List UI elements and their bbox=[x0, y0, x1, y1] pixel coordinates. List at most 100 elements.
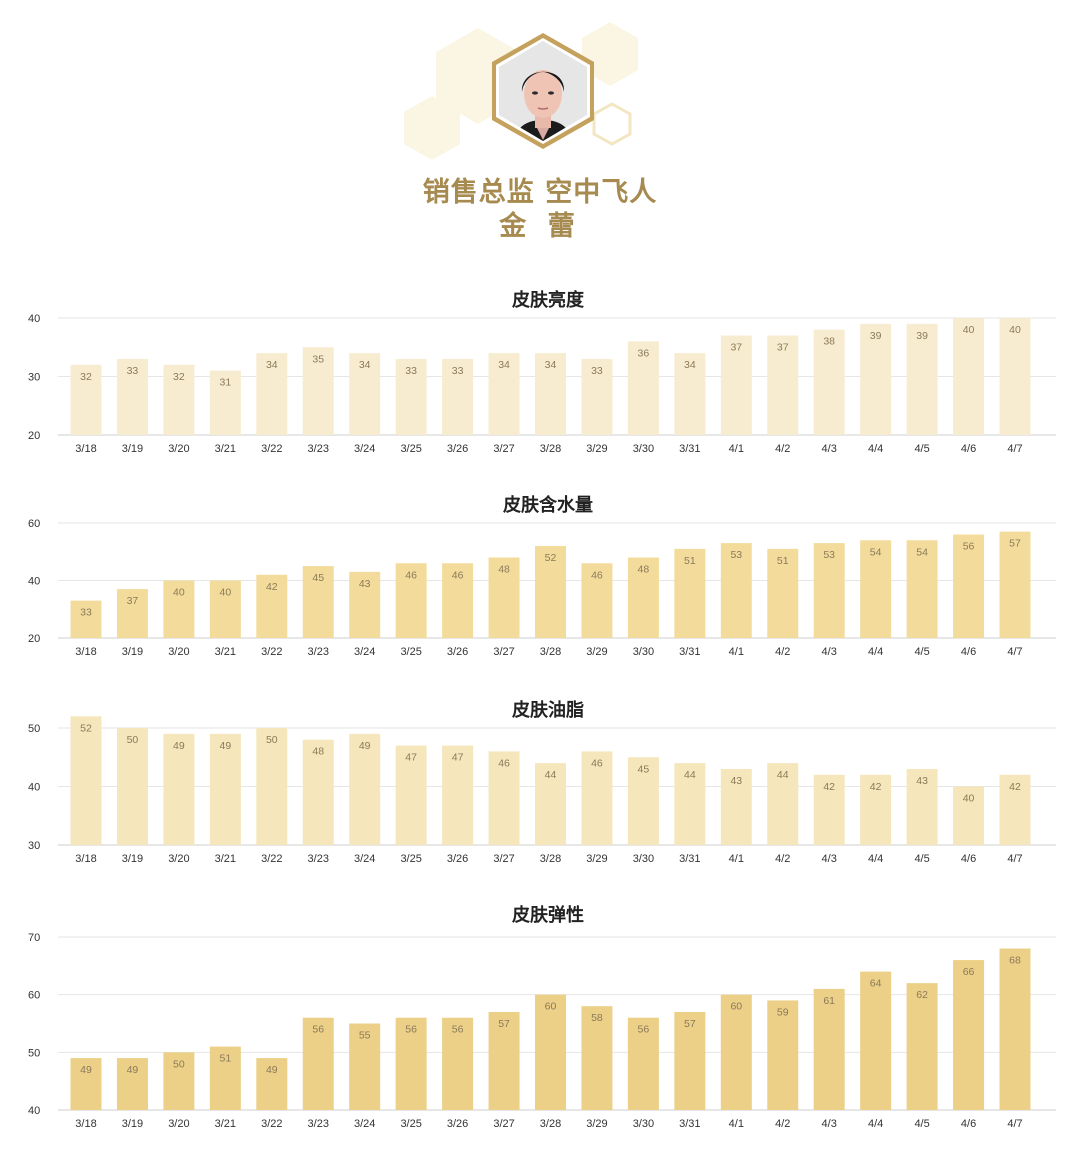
bar bbox=[442, 1017, 474, 1110]
x-tick-label: 3/21 bbox=[215, 1118, 236, 1130]
bar bbox=[953, 534, 985, 638]
data-label: 44 bbox=[545, 769, 557, 781]
x-tick-label: 3/24 bbox=[354, 646, 375, 658]
data-label: 48 bbox=[312, 746, 324, 758]
x-tick-label: 3/29 bbox=[586, 1118, 607, 1130]
bar bbox=[302, 347, 334, 435]
data-label: 51 bbox=[777, 555, 789, 567]
chart-title: 皮肤含水量 bbox=[503, 494, 593, 516]
x-tick-label: 3/21 bbox=[215, 646, 236, 658]
bar bbox=[256, 574, 288, 638]
data-label: 49 bbox=[220, 740, 232, 752]
bar bbox=[488, 1011, 520, 1110]
bar bbox=[302, 566, 334, 638]
chart-title: 皮肤亮度 bbox=[512, 289, 585, 311]
bar bbox=[488, 557, 520, 638]
bar bbox=[674, 1011, 706, 1110]
bar bbox=[581, 751, 613, 845]
data-label: 37 bbox=[127, 595, 139, 607]
data-label: 43 bbox=[916, 775, 928, 787]
data-label: 49 bbox=[266, 1064, 278, 1076]
data-label: 49 bbox=[127, 1064, 139, 1076]
bar bbox=[442, 563, 474, 638]
x-tick-label: 3/31 bbox=[679, 443, 700, 455]
bar bbox=[163, 1052, 195, 1110]
data-label: 50 bbox=[266, 734, 278, 746]
bar bbox=[442, 358, 474, 435]
bar bbox=[442, 745, 474, 845]
chart-brightness: 皮肤亮度 20 30 40 32 3/18 33 3/19 32 3/20 31 3/21 34 3/22… bbox=[0, 280, 1080, 465]
bar bbox=[535, 763, 566, 845]
data-label: 34 bbox=[545, 359, 557, 371]
data-label: 37 bbox=[777, 342, 789, 354]
bar bbox=[535, 353, 566, 435]
bar bbox=[581, 1006, 613, 1110]
data-label: 34 bbox=[684, 359, 696, 371]
bar bbox=[813, 774, 845, 845]
y-tick-label: 20 bbox=[28, 430, 40, 442]
data-label: 61 bbox=[823, 995, 835, 1007]
bar bbox=[999, 318, 1031, 435]
bar bbox=[395, 745, 427, 845]
data-label: 46 bbox=[405, 569, 417, 581]
bar bbox=[813, 988, 845, 1110]
x-tick-label: 3/30 bbox=[633, 1118, 654, 1130]
data-label: 40 bbox=[963, 793, 975, 805]
x-tick-label: 3/24 bbox=[354, 853, 375, 865]
x-tick-label: 3/26 bbox=[447, 443, 468, 455]
x-tick-label: 3/22 bbox=[261, 646, 282, 658]
data-label: 56 bbox=[963, 541, 975, 553]
x-tick-label: 4/5 bbox=[914, 853, 929, 865]
x-tick-label: 3/28 bbox=[540, 443, 561, 455]
x-tick-label: 4/4 bbox=[868, 1118, 883, 1130]
bar bbox=[720, 543, 752, 638]
bar bbox=[999, 531, 1031, 638]
x-tick-label: 3/23 bbox=[308, 646, 329, 658]
x-tick-label: 3/30 bbox=[633, 443, 654, 455]
x-tick-label: 3/29 bbox=[586, 853, 607, 865]
y-tick-label: 30 bbox=[28, 840, 40, 852]
x-tick-label: 4/2 bbox=[775, 853, 790, 865]
bar bbox=[116, 358, 148, 435]
bar bbox=[906, 540, 938, 638]
data-label: 42 bbox=[266, 581, 278, 593]
x-tick-label: 4/1 bbox=[729, 646, 744, 658]
x-tick-label: 3/23 bbox=[308, 853, 329, 865]
bar bbox=[163, 580, 195, 638]
x-tick-label: 4/3 bbox=[822, 1118, 837, 1130]
bar bbox=[720, 994, 752, 1110]
bar bbox=[70, 716, 102, 845]
x-tick-label: 3/18 bbox=[75, 1118, 96, 1130]
bar bbox=[209, 733, 241, 845]
x-tick-label: 4/5 bbox=[914, 443, 929, 455]
x-tick-label: 4/7 bbox=[1007, 1118, 1022, 1130]
data-label: 47 bbox=[405, 752, 417, 764]
data-label: 45 bbox=[638, 763, 650, 775]
data-label: 57 bbox=[1009, 538, 1021, 550]
x-tick-label: 3/19 bbox=[122, 443, 143, 455]
x-tick-label: 3/28 bbox=[540, 646, 561, 658]
x-tick-label: 4/5 bbox=[914, 1118, 929, 1130]
x-tick-label: 3/18 bbox=[75, 443, 96, 455]
x-tick-label: 3/27 bbox=[493, 853, 514, 865]
x-tick-label: 3/31 bbox=[679, 853, 700, 865]
data-label: 38 bbox=[823, 336, 835, 348]
x-tick-label: 3/21 bbox=[215, 443, 236, 455]
data-label: 50 bbox=[127, 734, 139, 746]
hydration-bar-chart: 皮肤含水量 20 40 60 33 3/18 37 3/19 40 3/20 40 3/21 42 3/2… bbox=[28, 494, 1056, 658]
y-tick-label: 60 bbox=[28, 990, 40, 1002]
x-tick-label: 4/2 bbox=[775, 443, 790, 455]
data-label: 40 bbox=[220, 587, 232, 599]
data-label: 57 bbox=[684, 1018, 696, 1030]
bar bbox=[395, 1017, 427, 1110]
bar bbox=[767, 1000, 799, 1110]
bar bbox=[256, 1058, 288, 1110]
data-label: 32 bbox=[173, 371, 185, 383]
y-tick-label: 40 bbox=[28, 313, 40, 325]
x-tick-label: 3/27 bbox=[493, 646, 514, 658]
data-label: 33 bbox=[591, 365, 603, 377]
bar bbox=[488, 751, 520, 845]
data-label: 33 bbox=[452, 365, 464, 377]
bar bbox=[256, 728, 288, 845]
oil-bar-chart: 皮肤油脂 30 40 50 52 3/18 50 3/19 49 3/20 49 3/21 50 3/22… bbox=[28, 699, 1056, 865]
